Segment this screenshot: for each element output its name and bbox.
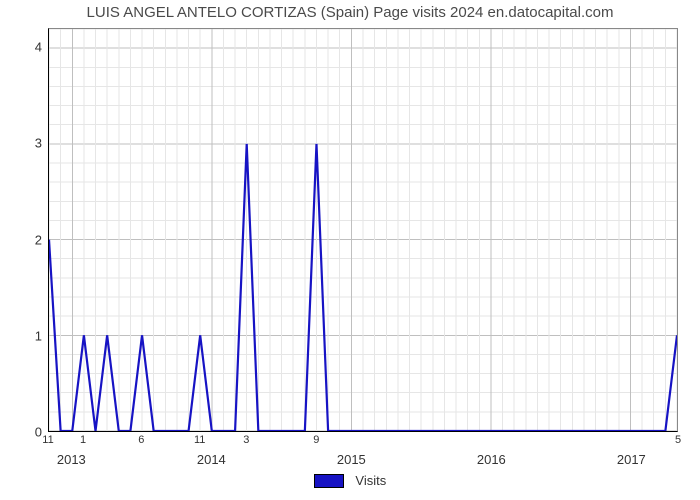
series-layer xyxy=(49,29,677,431)
x-tick-minor-label: 1 xyxy=(80,434,86,446)
x-tick-major-label: 2017 xyxy=(617,452,646,467)
chart-plot-area xyxy=(48,28,678,432)
x-tick-minor-label: 3 xyxy=(243,434,249,446)
legend: Visits xyxy=(0,472,700,488)
y-tick-label: 2 xyxy=(35,232,42,247)
x-tick-major-label: 2016 xyxy=(477,452,506,467)
x-tick-major-label: 2013 xyxy=(57,452,86,467)
x-tick-minor-label: 11 xyxy=(194,434,205,446)
x-tick-major-label: 2014 xyxy=(197,452,226,467)
x-tick-minor-label: 11 xyxy=(42,434,53,446)
x-tick-minor-label: 6 xyxy=(138,434,144,446)
legend-swatch xyxy=(314,474,344,488)
legend-label: Visits xyxy=(355,473,386,488)
x-tick-minor-label: 9 xyxy=(313,434,319,446)
x-tick-major-label: 2015 xyxy=(337,452,366,467)
y-tick-label: 0 xyxy=(35,425,42,440)
y-tick-label: 3 xyxy=(35,136,42,151)
chart-title: LUIS ANGEL ANTELO CORTIZAS (Spain) Page … xyxy=(0,4,700,21)
y-tick-label: 4 xyxy=(35,40,42,55)
x-tick-minor-label: 5 xyxy=(675,434,681,446)
y-tick-label: 1 xyxy=(35,328,42,343)
